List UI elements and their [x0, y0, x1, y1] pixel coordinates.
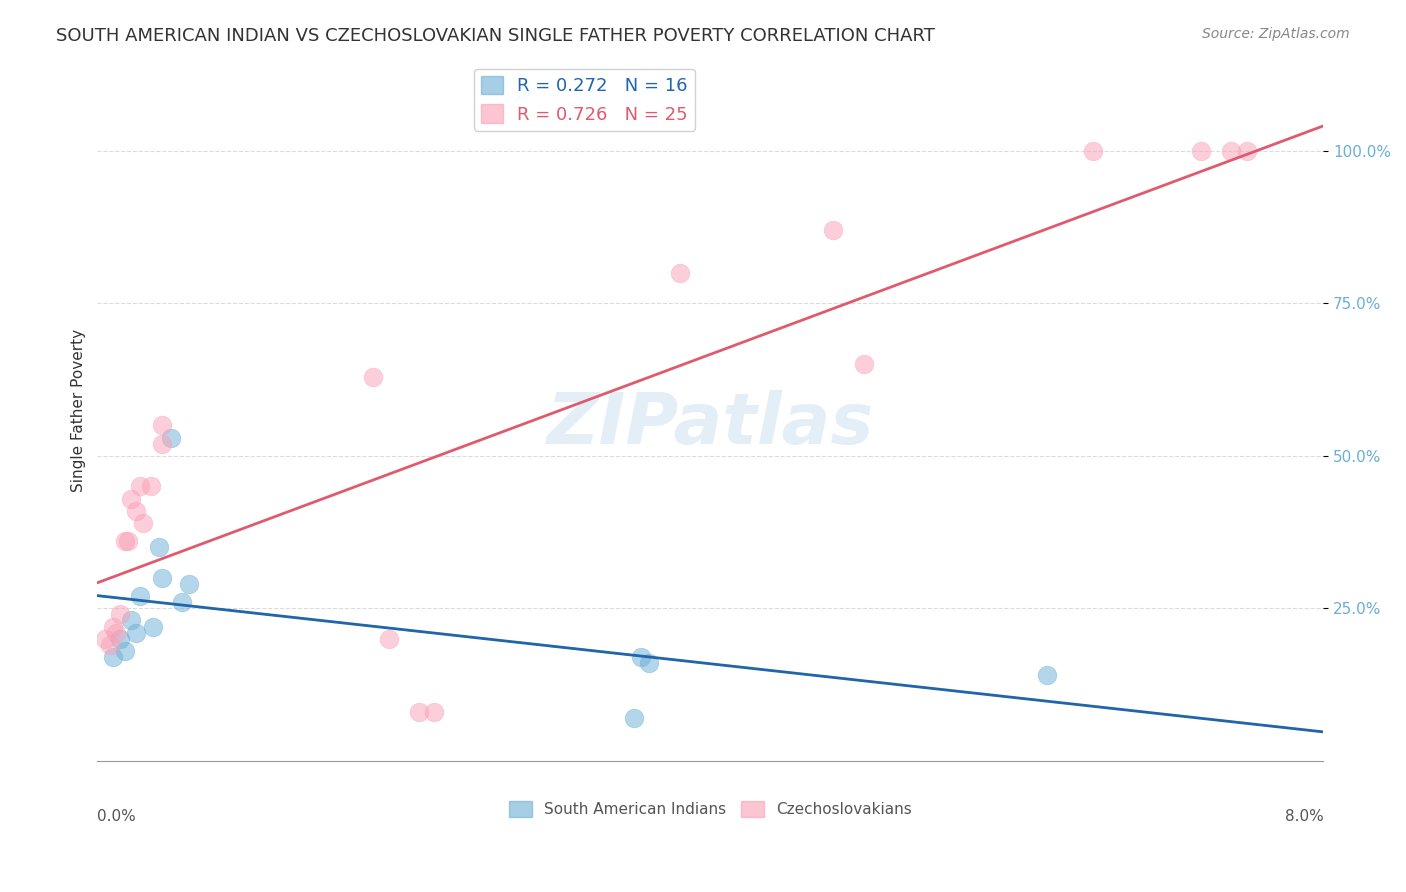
- Point: [117, 534, 139, 549]
- Point: [852, 358, 875, 372]
- Point: [821, 223, 844, 237]
- Point: [139, 479, 162, 493]
- Text: ZIPatlas: ZIPatlas: [547, 390, 875, 458]
- Point: [150, 436, 173, 450]
- Point: [160, 431, 183, 445]
- Point: [150, 571, 173, 585]
- Point: [408, 705, 430, 719]
- Point: [124, 625, 146, 640]
- Point: [110, 632, 132, 646]
- Point: [179, 577, 201, 591]
- Point: [623, 711, 645, 725]
- Point: [101, 650, 124, 665]
- Point: [423, 705, 446, 719]
- Point: [94, 632, 117, 646]
- Point: [120, 491, 142, 506]
- Point: [150, 418, 173, 433]
- Point: [104, 625, 127, 640]
- Point: [361, 369, 384, 384]
- Text: SOUTH AMERICAN INDIAN VS CZECHOSLOVAKIAN SINGLE FATHER POVERTY CORRELATION CHART: SOUTH AMERICAN INDIAN VS CZECHOSLOVAKIAN…: [56, 27, 935, 45]
- Point: [114, 644, 136, 658]
- Point: [1220, 144, 1243, 158]
- Point: [668, 266, 690, 280]
- Text: Source: ZipAtlas.com: Source: ZipAtlas.com: [1202, 27, 1350, 41]
- Point: [110, 607, 132, 622]
- Point: [101, 619, 124, 633]
- Point: [98, 638, 121, 652]
- Y-axis label: Single Father Poverty: Single Father Poverty: [72, 328, 86, 491]
- Point: [148, 541, 170, 555]
- Point: [630, 650, 652, 665]
- Point: [1189, 144, 1212, 158]
- Point: [170, 595, 193, 609]
- Point: [1083, 144, 1105, 158]
- Point: [114, 534, 136, 549]
- Point: [141, 619, 163, 633]
- Point: [120, 614, 142, 628]
- Point: [638, 656, 661, 670]
- Point: [377, 632, 399, 646]
- Legend: South American Indians, Czechoslovakians: South American Indians, Czechoslovakians: [502, 795, 918, 823]
- Text: 0.0%: 0.0%: [97, 809, 136, 824]
- Point: [124, 504, 146, 518]
- Text: 8.0%: 8.0%: [1285, 809, 1323, 824]
- Point: [129, 479, 152, 493]
- Point: [132, 516, 155, 530]
- Point: [1036, 668, 1059, 682]
- Point: [129, 589, 152, 603]
- Point: [1236, 144, 1258, 158]
